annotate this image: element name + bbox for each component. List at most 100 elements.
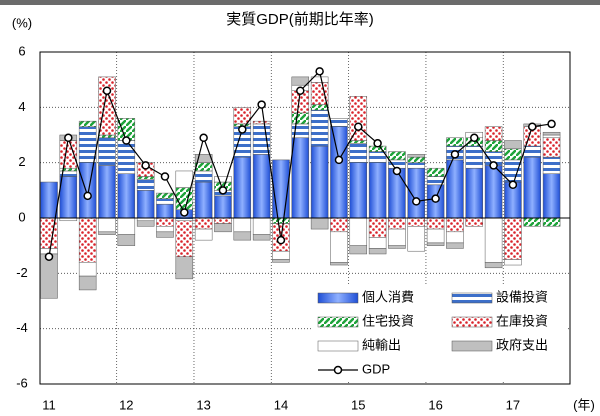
y-tick-label: 0: [18, 209, 25, 224]
legend-swatch: [317, 340, 359, 352]
y-tick-label: -4: [16, 320, 28, 335]
bar-segment: [504, 259, 522, 266]
bar-segment: [349, 143, 368, 163]
bar-segment: [136, 179, 155, 191]
bar-segment: [233, 107, 252, 125]
gdp-point: [238, 125, 247, 134]
bar-segment: [78, 275, 97, 291]
bar-segment: [136, 220, 155, 227]
bar-segment: [214, 195, 232, 219]
bar-segment: [156, 203, 174, 219]
bar-segment: [310, 104, 329, 111]
bar-segment: [252, 120, 271, 125]
bar-segment: [233, 217, 252, 233]
bar-segment: [214, 223, 232, 233]
bar-segment: [368, 162, 387, 219]
gdp-point: [334, 155, 344, 165]
legend-label: 在庫投資: [496, 313, 548, 328]
bar-segment: [252, 234, 271, 241]
bar-segment: [214, 217, 232, 224]
legend-label: GDP: [362, 361, 390, 376]
legend-swatch: [451, 340, 493, 352]
bar-segment: [504, 148, 522, 161]
bar-segment: [446, 231, 464, 244]
legend-label: 個人消費: [362, 289, 414, 304]
bar-segment: [523, 145, 541, 158]
legend-label: 純輸出: [362, 337, 401, 352]
bar-segment: [504, 217, 522, 260]
bar-segment: [310, 145, 329, 219]
gdp-point: [44, 252, 54, 261]
bar-segment: [59, 167, 78, 172]
legend-label: 政府支出: [496, 337, 548, 352]
bar-segment: [407, 156, 426, 163]
gdp-point: [489, 161, 498, 170]
bar-segment: [156, 198, 174, 205]
header-band: [0, 0, 600, 5]
bar-segment: [388, 228, 406, 246]
gdp-point: [276, 235, 286, 245]
bar-segment: [388, 151, 406, 161]
bar-segment: [175, 220, 194, 257]
bar-segment: [233, 156, 252, 219]
bar-segment: [426, 217, 445, 230]
legend-label: 設備投資: [496, 289, 548, 304]
bar-segment: [78, 120, 97, 127]
bar-segment: [136, 190, 155, 219]
bar-segment: [156, 231, 174, 238]
x-tick-label: 15: [351, 397, 365, 412]
y-tick-label: 2: [18, 154, 25, 169]
bar-segment: [542, 173, 561, 219]
gdp-point: [373, 139, 382, 148]
bar-segment: [484, 126, 503, 141]
bar-segment: [194, 228, 213, 241]
bar-segment: [117, 140, 136, 174]
x-tick-label: 14: [274, 397, 288, 412]
gdp-point: [392, 166, 402, 176]
bar-segment: [349, 140, 368, 144]
gdp-point: [160, 172, 170, 181]
gdp-point: [528, 122, 537, 131]
bar-segment: [465, 217, 484, 227]
legend-swatch: [451, 292, 493, 304]
bar-segment: [446, 242, 464, 249]
bar-segment: [426, 242, 445, 246]
bar-segment: [291, 137, 310, 219]
bar-segment: [194, 162, 213, 172]
gdp-point: [83, 191, 92, 201]
bar-segment: [78, 126, 97, 163]
bar-segment: [349, 245, 368, 255]
bar-segment: [194, 217, 213, 230]
gdp-point: [122, 136, 131, 145]
gdp-point: [450, 150, 460, 159]
bar-segment: [252, 217, 271, 235]
y-tick-label: -6: [16, 375, 28, 390]
x-tick-label: 17: [506, 397, 520, 412]
bar-segment: [175, 170, 194, 188]
x-tick-label: 11: [42, 397, 56, 412]
gdp-point: [431, 194, 440, 203]
bar-segment: [98, 165, 116, 219]
bar-segment: [388, 245, 406, 249]
bar-segment: [117, 173, 136, 219]
bar-segment: [98, 231, 116, 235]
x-tick-label: 12: [119, 397, 133, 412]
bar-segment: [156, 217, 174, 227]
gdp-point: [508, 180, 518, 190]
bar-segment: [78, 262, 97, 277]
bar-segment: [523, 156, 541, 219]
bar-segment: [310, 217, 329, 230]
bar-segment: [330, 126, 348, 219]
bar-segment: [272, 250, 290, 260]
bar-segment: [407, 217, 426, 227]
gdp-point: [257, 100, 266, 109]
gdp-point: [218, 186, 228, 195]
gdp-point: [470, 133, 479, 143]
x-tick-label: 13: [196, 397, 210, 412]
bar-segment: [330, 118, 348, 127]
bar-segment: [484, 262, 503, 269]
bar-segment: [407, 162, 426, 169]
bar-segment: [368, 237, 387, 249]
gdp-point: [141, 161, 150, 170]
